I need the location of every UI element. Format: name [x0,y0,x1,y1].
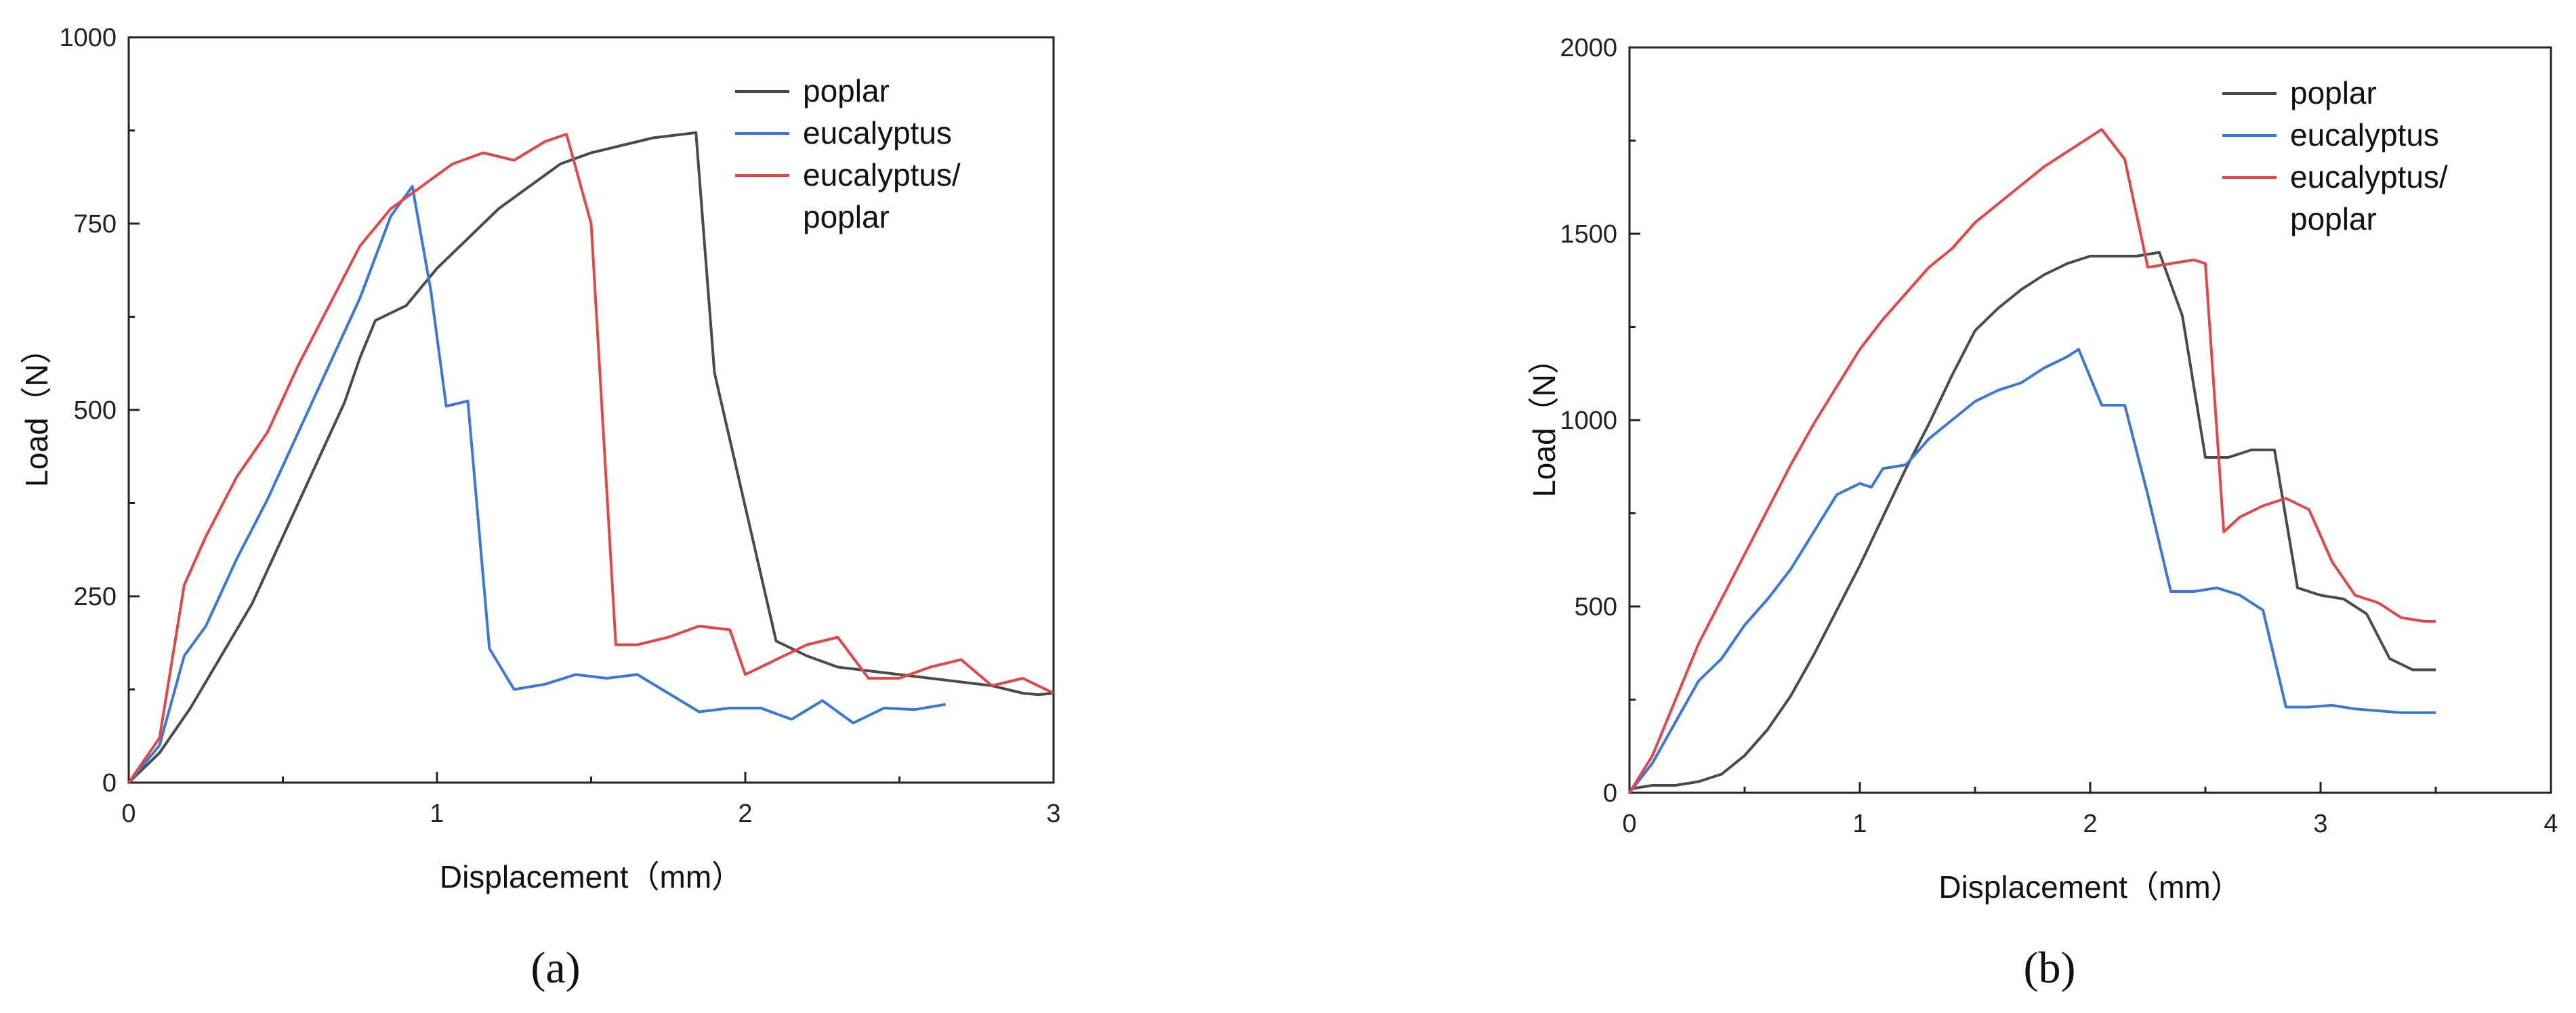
series-line [127,185,947,784]
y-tick-label: 1000 [1560,407,1617,435]
y-axis-title: Load（N） [19,333,54,487]
x-tick-label: 0 [121,800,136,828]
chart-panel-a: 0 1 2 3 0 250 500 750 1000 Displacement（mm） Load（N… [19,24,1061,894]
x-tick-label: 0 [1622,810,1636,838]
x-tick-label: 1 [1852,810,1867,838]
y-tick-label: 500 [74,396,117,425]
series-line [127,131,1054,784]
legend-label: poplar [2290,75,2377,110]
chart-panel-b: 0 1 2 3 4 0 500 1000 1500 2000 Displacement（mm） Loa… [1526,34,2558,905]
series-line [127,133,1054,784]
series-line [1628,348,2436,794]
x-axis-title: Displacement（mm） [440,859,743,894]
legend-label: eucalyptus [803,115,952,150]
legend-label: eucalyptus/poplar [803,157,961,234]
legend-label: eucalyptus/poplar [2290,159,2448,236]
legend-label: poplar [803,73,890,108]
panel-label-b: (b) [2024,943,2076,993]
panel-label-a: (a) [531,943,580,993]
x-tick-label: 2 [2083,810,2097,838]
x-tick-label: 2 [738,800,752,828]
legend-label: eucalyptus [2290,117,2439,152]
x-axis-title: Displacement（mm） [1938,869,2241,905]
x-tick-label: 4 [2543,810,2558,838]
y-tick-label: 750 [74,210,117,239]
y-tick-label: 0 [102,769,117,798]
y-tick-label: 1000 [59,24,117,52]
y-tick-label: 500 [1575,593,1617,621]
x-tick-label: 1 [430,800,444,828]
x-tick-label: 3 [2313,810,2327,838]
y-tick-label: 2000 [1560,34,1617,62]
x-tick-label: 3 [1046,800,1060,828]
y-tick-label: 1500 [1560,220,1617,249]
series-line [1629,251,2436,791]
y-tick-label: 250 [74,583,117,611]
legend: poplar eucalyptus eucalyptus/poplar [2222,75,2448,236]
y-tick-label: 0 [1603,779,1617,808]
series-line [1628,128,2436,794]
legend: poplar eucalyptus eucalyptus/poplar [735,73,961,234]
y-axis-title: Load（N） [1526,343,1562,497]
